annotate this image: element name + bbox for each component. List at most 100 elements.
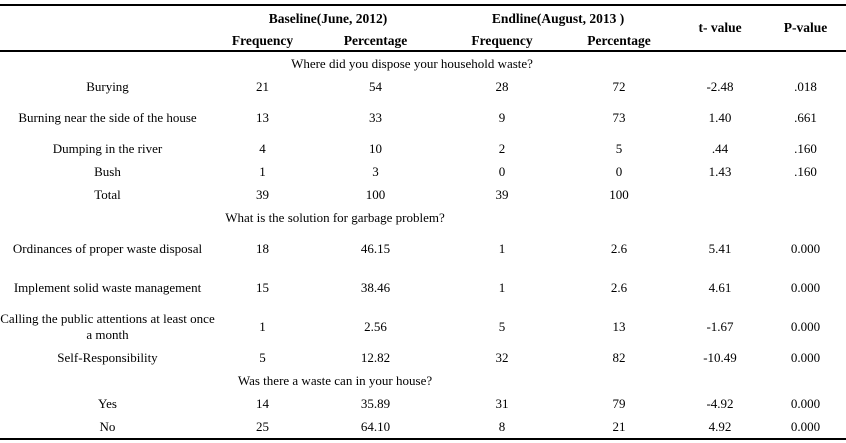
- baseline-percentage-cell: 2.56: [364, 318, 387, 334]
- baseline-percentage-cell: 54: [369, 78, 382, 94]
- endline-frequency-cell: 31: [495, 395, 509, 411]
- baseline-frequency-cell: 13: [256, 109, 269, 125]
- baseline-frequency-cell: 14: [256, 395, 269, 411]
- baseline-percentage-cell: 12.82: [360, 349, 391, 365]
- baseline-frequency-cell: 1: [259, 318, 266, 334]
- header-sub-row: Frequency Percentage Frequency Percentag…: [0, 32, 846, 52]
- section-title: Was there a waste can in your house?: [237, 372, 433, 388]
- endline-percentage-header: Percentage: [563, 32, 676, 52]
- endline-frequency-cell: 32: [495, 349, 509, 365]
- baseline-percentage-cell: 46.15: [360, 240, 391, 256]
- t-value-cell: .44: [711, 140, 729, 156]
- table-row: Ordinances of proper waste disposal 18 4…: [0, 229, 846, 268]
- p-value-cell: 0.000: [790, 318, 821, 334]
- t-value-cell: -4.92: [706, 395, 734, 411]
- p-value-cell: 0.000: [790, 240, 821, 256]
- t-value-cell: -10.49: [703, 349, 737, 365]
- results-table: Baseline(June, 2012) Endline(August, 201…: [0, 4, 846, 440]
- p-value-cell: .160: [794, 163, 817, 179]
- baseline-frequency-header: Frequency: [215, 32, 310, 52]
- p-value-cell: 0.000: [790, 349, 821, 365]
- baseline-percentage-cell: 100: [365, 186, 386, 202]
- endline-percentage-cell: 82: [612, 349, 626, 365]
- endline-percentage-cell: 5: [615, 140, 623, 156]
- endline-frequency-cell: 28: [495, 78, 509, 94]
- table-row: No 25 64.10 8 21 4.92 0.000: [0, 415, 846, 439]
- baseline-frequency-cell: 18: [256, 240, 269, 256]
- baseline-percentage-header: Percentage: [310, 32, 442, 52]
- baseline-frequency-cell: 5: [259, 349, 266, 365]
- endline-percentage-cell: 72: [612, 78, 626, 94]
- p-value-cell: 0.000: [790, 418, 821, 434]
- endline-percentage-cell: 79: [612, 395, 626, 411]
- section-title-row: Was there a waste can in your house?: [0, 369, 846, 392]
- table-row: Self-Responsibility 5 12.82 32 82 -10.49…: [0, 346, 846, 369]
- row-label: Dumping in the river: [52, 140, 163, 156]
- baseline-frequency-cell: 21: [256, 78, 269, 94]
- t-value-cell: 1.40: [708, 109, 732, 125]
- baseline-percentage-cell: 38.46: [360, 279, 391, 295]
- table-row-total: Total 39 100 39 100: [0, 183, 846, 206]
- row-label: Bush: [94, 163, 121, 179]
- t-value-cell: -1.67: [706, 318, 734, 334]
- p-value-cell: 0.000: [790, 395, 821, 411]
- table-row: Burying 21 54 28 72 -2.48 .018: [0, 75, 846, 98]
- endline-frequency-cell: 9: [498, 109, 506, 125]
- endline-percentage-cell: 73: [612, 109, 626, 125]
- endline-percentage-cell: 0: [615, 163, 623, 179]
- baseline-frequency-cell: 1: [259, 163, 266, 179]
- section-title-row: What is the solution for garbage problem…: [0, 206, 846, 229]
- row-label: Self-Responsibility: [57, 349, 158, 365]
- table-row: Calling the public attentions at least o…: [0, 307, 846, 346]
- baseline-group-header: Baseline(June, 2012): [268, 10, 388, 26]
- endline-frequency-cell: 1: [498, 279, 506, 295]
- endline-frequency-cell: 0: [498, 163, 506, 179]
- t-value-cell: 5.41: [708, 240, 732, 256]
- row-label: Burying: [86, 78, 129, 94]
- row-label: No: [99, 418, 116, 434]
- endline-group-header: Endline(August, 2013 ): [491, 10, 625, 26]
- baseline-frequency-cell: 4: [259, 140, 266, 156]
- endline-percentage-cell: 21: [612, 418, 626, 434]
- p-value-cell: .160: [794, 140, 817, 156]
- row-label: Total: [94, 186, 121, 202]
- row-label: Ordinances of proper waste disposal: [12, 240, 203, 256]
- endline-frequency-cell: 1: [498, 240, 506, 256]
- t-value-cell: 4.61: [708, 279, 732, 295]
- row-label-header: [0, 5, 215, 52]
- t-value-cell: -2.48: [706, 78, 734, 94]
- endline-frequency-cell: 5: [498, 318, 506, 334]
- endline-percentage-cell: 100: [609, 186, 629, 202]
- endline-percentage-cell: 13: [612, 318, 626, 334]
- t-value-header: t- value: [675, 5, 766, 52]
- endline-frequency-cell: 39: [495, 186, 509, 202]
- row-label: Calling the public attentions at least o…: [0, 310, 215, 342]
- baseline-percentage-cell: 33: [369, 109, 382, 125]
- endline-percentage-cell: 2.6: [610, 240, 628, 256]
- p-value-cell: .661: [794, 109, 817, 125]
- baseline-frequency-cell: 39: [256, 186, 269, 202]
- header-group-row: Baseline(June, 2012) Endline(August, 201…: [0, 5, 846, 52]
- table-row: Bush 1 3 0 0 1.43 .160: [0, 160, 846, 183]
- table-row: Burning near the side of the house 13 33…: [0, 98, 846, 137]
- baseline-percentage-cell: 10: [369, 140, 382, 156]
- section-title: Where did you dispose your household was…: [291, 55, 533, 71]
- t-value-cell: [675, 183, 765, 206]
- p-value-cell: .018: [794, 78, 817, 94]
- table-row: Dumping in the river 4 10 2 5 .44 .160: [0, 137, 846, 160]
- baseline-percentage-cell: 64.10: [360, 418, 391, 434]
- section-title: What is the solution for garbage problem…: [225, 209, 445, 225]
- row-label: Yes: [98, 395, 117, 411]
- table-body: Where did you dispose your household was…: [0, 51, 846, 439]
- baseline-frequency-cell: 15: [256, 279, 269, 295]
- section-title-row: Where did you dispose your household was…: [0, 51, 846, 75]
- endline-frequency-cell: 8: [498, 418, 506, 434]
- endline-frequency-cell: 2: [498, 140, 506, 156]
- p-value-cell: [765, 183, 846, 206]
- table-row: Implement solid waste management 15 38.4…: [0, 268, 846, 307]
- row-label: Burning near the side of the house: [18, 109, 197, 125]
- table-header: Baseline(June, 2012) Endline(August, 201…: [0, 5, 846, 52]
- t-value-cell: 1.43: [708, 163, 732, 179]
- table-row: Yes 14 35.89 31 79 -4.92 0.000: [0, 392, 846, 415]
